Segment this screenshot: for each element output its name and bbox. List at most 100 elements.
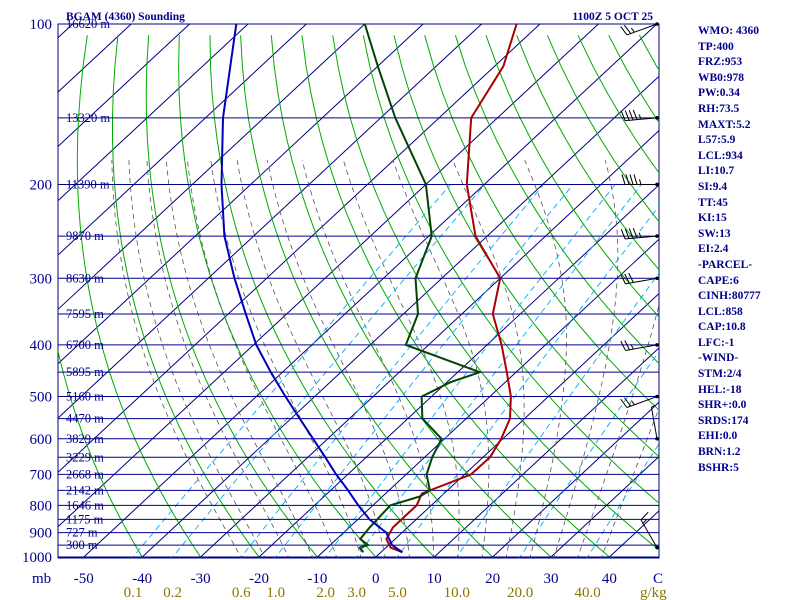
mixing-ratio-line — [324, 184, 616, 558]
height-label: 2142 m — [66, 483, 104, 497]
mixing-ratio-line — [274, 184, 574, 558]
wind-barb-flag — [625, 174, 630, 185]
wind-barb-flag — [632, 227, 638, 239]
height-label: 3829 m — [66, 432, 104, 446]
pressure-tick-label: 500 — [30, 390, 53, 406]
index-item: PW:0.34 — [698, 87, 740, 100]
pressure-tick-label: 200 — [30, 177, 53, 193]
mixing-ratio-line — [586, 442, 659, 558]
wind-barb-half-flag — [642, 519, 647, 524]
isotherm-line — [258, 184, 659, 558]
height-label: 1646 m — [66, 498, 104, 512]
mixing-ratio-line — [396, 205, 659, 558]
index-item: SRDS:174 — [698, 414, 749, 427]
isotherm-line — [141, 75, 659, 558]
isotherm-line — [433, 347, 659, 558]
mixing-ratio-tick-label: 5.0 — [388, 585, 407, 600]
moist-adiabat-line — [600, 407, 659, 558]
wind-barb-half-flag — [639, 179, 642, 185]
index-item: LCL:934 — [698, 149, 743, 162]
index-item: EI:2.4 — [698, 243, 729, 256]
index-item: CINH:80777 — [698, 290, 761, 303]
wind-barb-flag — [629, 174, 634, 185]
isotherm-line — [58, 24, 482, 419]
wind-barb-station — [655, 394, 659, 399]
wind-barb — [621, 174, 659, 187]
chart-title: BGAM (4360) Sounding — [66, 11, 185, 23]
wind-barb-station — [655, 234, 659, 238]
dry-adiabat-line — [240, 35, 495, 558]
moist-adiabat-line — [236, 160, 386, 558]
wind-barb-flag — [628, 272, 634, 283]
mixing-ratio-tick-label: 0.1 — [124, 585, 143, 600]
moist-adiabat-line — [128, 160, 266, 558]
chart-datetime: 1100Z 5 OCT 25 — [572, 11, 653, 23]
moist-adiabat-line — [266, 160, 410, 558]
pressure-tick-label: 800 — [30, 498, 53, 514]
moist-adiabat-line — [553, 160, 619, 558]
isotherm-line — [58, 24, 599, 528]
height-label: 1175 m — [66, 512, 104, 526]
index-item: BSHR:5 — [698, 461, 739, 474]
mixing-ratio-line — [455, 272, 659, 558]
index-item: SI:9.4 — [698, 180, 728, 193]
mixing-ratio-line — [518, 350, 659, 558]
height-label: 16620 m — [66, 17, 110, 31]
index-item: WB0:978 — [698, 71, 744, 84]
mixing-ratio-line — [355, 184, 642, 558]
height-label: 300 m — [66, 538, 98, 552]
index-item: FRZ:953 — [698, 56, 743, 69]
moist-adiabat-line — [146, 160, 290, 558]
wind-barb-flag — [628, 228, 634, 239]
wind-barb — [640, 511, 659, 550]
wind-barb-flag — [621, 174, 626, 185]
wind-barb-half-flag — [638, 232, 642, 238]
temperature-tick-label: -20 — [249, 571, 269, 587]
moist-adiabat-line — [577, 303, 659, 558]
mixing-ratio-line — [171, 184, 486, 558]
wind-barb-flag — [620, 26, 628, 36]
temperature-tick-label: 30 — [544, 571, 559, 587]
isotherm-line — [550, 455, 659, 558]
wind-barb-half-flag — [630, 344, 634, 350]
wind-barb-half-flag — [630, 27, 635, 33]
index-item: MAXT:5.2 — [698, 118, 751, 131]
dry-adiabat-line — [332, 35, 659, 551]
mixing-ratio-tick-label: 2.0 — [316, 585, 335, 600]
mixing-ratio-tick-label: 1.0 — [266, 585, 285, 600]
height-label: 727 m — [66, 526, 98, 540]
index-item: SW:13 — [698, 227, 731, 240]
index-item: HEL:-18 — [698, 383, 742, 396]
mixing-ratio-tick-label: 0.2 — [163, 585, 182, 600]
index-item: CAPE:6 — [698, 274, 739, 287]
index-item: TP:400 — [698, 40, 734, 53]
wind-barb-staff — [625, 344, 658, 351]
index-item: -WIND- — [698, 352, 739, 365]
wind-barb-flag — [640, 511, 649, 521]
temperature-tick-label: 40 — [602, 571, 617, 587]
wind-barb-flag — [624, 110, 630, 121]
dry-adiabat-line — [516, 35, 659, 271]
dry-adiabat-line — [270, 35, 553, 558]
pressure-unit-label: mb — [32, 571, 51, 587]
index-item: L57:5.9 — [698, 134, 736, 147]
mixing-ratio-line — [239, 184, 544, 558]
wind-barb-flag — [624, 273, 630, 284]
wind-barb-flag — [633, 174, 638, 185]
index-item: LFC:-1 — [698, 336, 735, 349]
wind-barb-staff — [625, 277, 658, 285]
wind-barb-flag — [632, 109, 638, 120]
mixing-ratio-line — [131, 184, 452, 558]
wind-barb — [650, 404, 659, 441]
isotherm-line — [375, 292, 659, 558]
pressure-tick-label: 900 — [30, 526, 53, 542]
temperature-unit-label: C — [653, 571, 663, 587]
temperature-tick-label: 0 — [372, 571, 380, 587]
dewpoint-profile-line — [358, 24, 481, 553]
height-label: 8630 m — [66, 271, 104, 285]
height-label: 13320 m — [66, 111, 110, 125]
pressure-tick-label: 100 — [30, 17, 53, 33]
moist-adiabat-line — [187, 160, 338, 558]
wind-barb-flag — [620, 274, 626, 285]
height-label: 3229 m — [66, 450, 104, 464]
